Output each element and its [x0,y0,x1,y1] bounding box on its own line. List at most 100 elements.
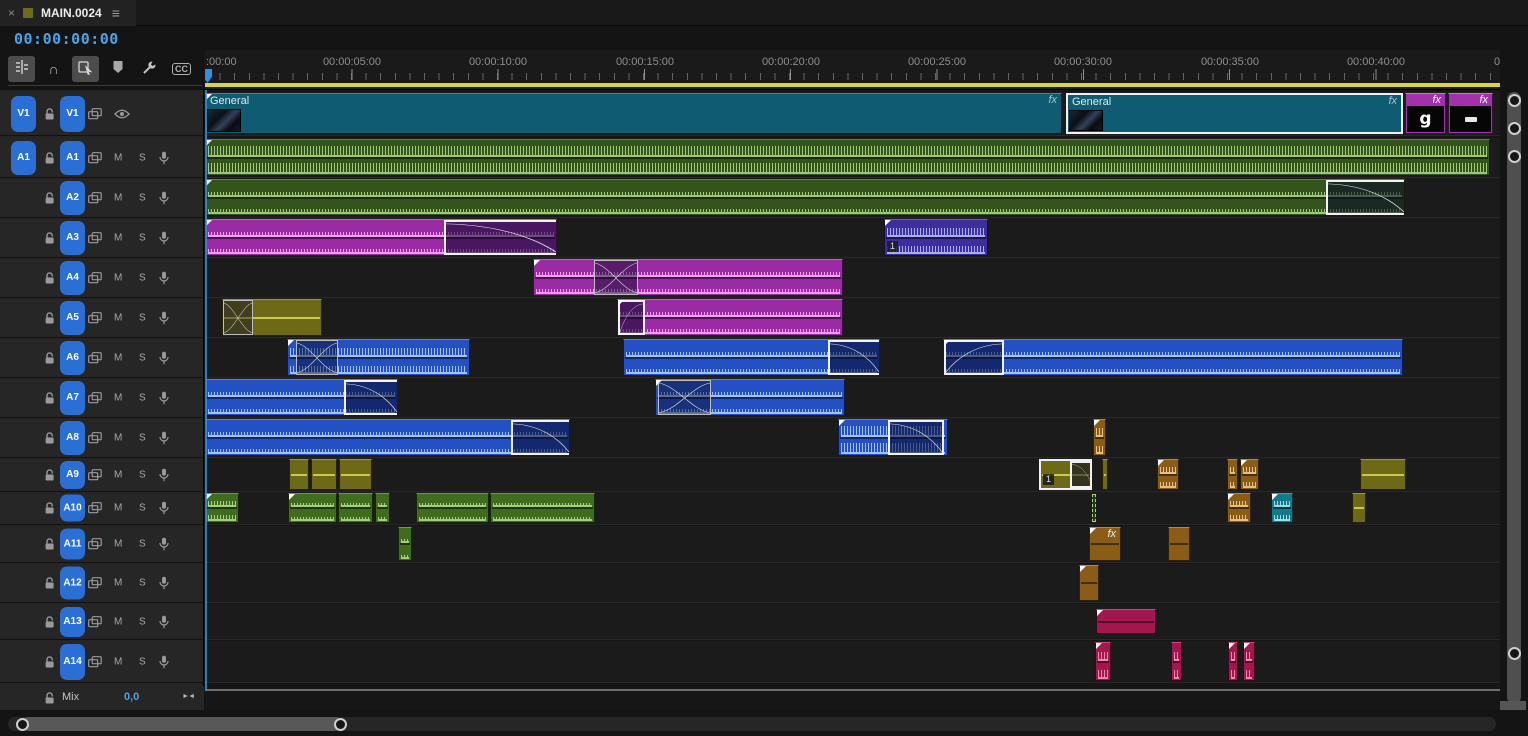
sync-lock-icon[interactable] [88,577,102,589]
fade-out-transition[interactable] [444,220,556,255]
voiceover-record-mic-icon[interactable] [159,191,169,205]
clip-A8[interactable] [1093,419,1106,456]
clip-A9[interactable] [1360,459,1406,490]
mute-button[interactable]: M [114,232,123,243]
clip-A11[interactable]: fx [1089,527,1121,561]
close-tab-icon[interactable]: × [8,6,16,20]
clip-A3[interactable] [205,219,557,256]
clip-A3[interactable]: 1 [884,219,988,256]
mute-button[interactable]: M [114,577,123,589]
timeline-row-A9[interactable] [205,458,1500,492]
mute-button[interactable]: M [114,502,123,514]
clip-V1[interactable]: fx [1448,93,1493,134]
sync-lock-icon[interactable] [88,502,102,514]
add-marker-button[interactable] [104,56,131,82]
video-scroll-handle-bottom[interactable] [1507,122,1521,135]
mute-button[interactable]: M [114,312,123,323]
sync-lock-icon[interactable] [88,107,102,120]
audio-scroll-handle-bottom[interactable] [1507,647,1521,660]
mute-button[interactable]: M [114,616,123,627]
track-select-A9[interactable]: A9 [60,460,85,489]
snap-button[interactable]: ∩ [48,60,59,77]
playhead-line[interactable] [205,90,207,690]
solo-button[interactable]: S [139,192,146,203]
clip-A5[interactable] [222,299,322,336]
clip-A7[interactable] [655,379,845,416]
clip-A9[interactable]: 1 [1039,459,1092,490]
solo-button[interactable]: S [139,502,146,514]
clip-A4[interactable] [533,259,843,296]
clip-A10[interactable] [1227,493,1251,523]
lock-icon[interactable] [44,692,55,705]
horizontal-scroll-thumb[interactable] [22,717,342,731]
mute-button[interactable]: M [114,538,123,550]
source-assign-V1[interactable]: V1 [11,95,36,132]
track-select-A4[interactable]: A4 [60,260,85,295]
solo-button[interactable]: S [139,432,146,443]
track-select-A2[interactable]: A2 [60,180,85,215]
fade-out-transition[interactable] [828,340,879,375]
clip-A10[interactable] [490,493,595,523]
clip-A6[interactable] [287,339,470,376]
track-select-A5[interactable]: A5 [60,300,85,335]
clip-A6[interactable] [943,339,1403,376]
lock-icon[interactable] [44,577,55,590]
ruler[interactable]: :00:00 00:00:05:00 00:00:10:00 00:00:15:00 0… [205,50,1500,90]
voiceover-record-mic-icon[interactable] [159,615,169,629]
toggle-track-output-eye-icon[interactable] [114,109,130,119]
solo-button[interactable]: S [139,312,146,323]
track-select-A10[interactable]: A10 [60,494,85,522]
sync-lock-icon[interactable] [88,191,102,204]
fade-in-transition[interactable] [944,340,1004,375]
timeline-row-A7[interactable] [205,378,1500,418]
fade-out-transition[interactable] [1326,180,1404,215]
clip-A11[interactable] [398,527,412,561]
timeline-row-A11[interactable] [205,526,1500,563]
track-height-toggle-icon[interactable]: ►◄ [182,693,195,700]
lock-icon[interactable] [44,351,55,364]
video-scroll-handle-top[interactable] [1507,94,1521,107]
voiceover-record-mic-icon[interactable] [159,151,169,165]
clip-A1[interactable] [205,139,1490,176]
voiceover-record-mic-icon[interactable] [159,231,169,245]
mute-button[interactable]: M [114,272,123,283]
timeline-settings-button[interactable] [136,56,163,82]
lock-icon[interactable] [44,615,55,628]
mute-button[interactable]: M [114,469,123,480]
crossfade-transition[interactable] [658,380,711,415]
clip-A9[interactable] [1102,459,1108,490]
voiceover-record-mic-icon[interactable] [159,501,169,515]
solo-button[interactable]: S [139,577,146,589]
crossfade-transition[interactable] [594,260,638,295]
clip-A14[interactable] [1095,642,1111,681]
sync-lock-icon[interactable] [88,271,102,284]
clip-A9[interactable] [289,459,309,490]
track-select-V1[interactable]: V1 [60,95,85,132]
clip-A12[interactable] [1079,565,1099,601]
sync-lock-icon[interactable] [88,431,102,444]
timeline-row-A10[interactable] [205,492,1500,525]
lock-icon[interactable] [44,538,55,551]
voiceover-record-mic-icon[interactable] [159,351,169,365]
mix-level-value[interactable]: 0,0 [124,691,140,703]
source-assign-A1[interactable]: A1 [11,140,36,175]
sync-lock-icon[interactable] [88,655,102,668]
track-select-A6[interactable]: A6 [60,340,85,375]
clip-A10[interactable] [1352,493,1366,523]
clip-A10[interactable] [416,493,489,523]
clip-A14[interactable] [1171,642,1182,681]
sync-lock-icon[interactable] [88,311,102,324]
timeline-row-A13[interactable] [205,604,1500,640]
voiceover-record-mic-icon[interactable] [159,655,169,669]
clip-A9[interactable] [1240,459,1259,490]
sync-lock-icon[interactable] [88,391,102,404]
solo-button[interactable]: S [139,656,146,667]
mute-button[interactable]: M [114,392,123,403]
timeline-row-A12[interactable] [205,564,1500,603]
timeline-track-area[interactable]: General fx General fx fx g fx 1 1 fx [205,90,1500,710]
solo-button[interactable]: S [139,616,146,627]
fade-out-transition[interactable] [888,420,944,455]
clip-General[interactable]: General fx [205,93,1062,134]
clip-General[interactable]: General fx [1066,93,1403,134]
fade-out-transition[interactable] [511,420,569,455]
